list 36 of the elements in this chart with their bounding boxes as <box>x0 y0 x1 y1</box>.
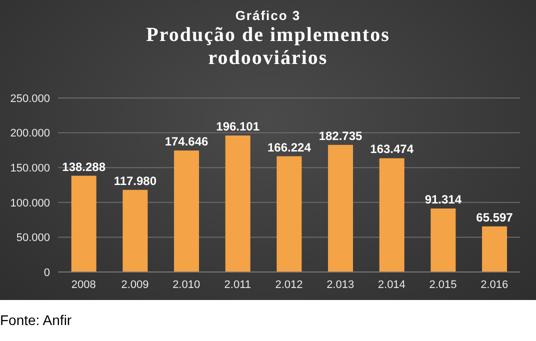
x-tick-label: 2008 <box>71 278 96 291</box>
y-tick-label: 250.000 <box>10 92 50 105</box>
x-tick-label: 2.016 <box>480 278 508 291</box>
bar <box>174 150 200 272</box>
chart-title: Produção de implementos rodooviários <box>145 24 391 70</box>
data-label: 117.980 <box>114 174 157 188</box>
y-tick-label: 0 <box>44 266 50 279</box>
bar <box>482 226 508 272</box>
x-tick-label: 2.014 <box>378 278 406 291</box>
chart-subtitle: Gráfico 3 <box>234 8 302 23</box>
bar <box>122 190 148 272</box>
data-label: 138.288 <box>62 160 106 174</box>
bar <box>379 158 404 272</box>
x-tick-label: 2.011 <box>224 278 252 291</box>
y-tick-label: 200.000 <box>10 128 50 140</box>
y-tick-label: 50.000 <box>16 232 50 244</box>
bar <box>276 156 302 272</box>
data-label: 182.735 <box>318 128 363 143</box>
data-label: 65.597 <box>476 210 514 224</box>
bar <box>328 144 354 272</box>
bar <box>71 176 96 272</box>
source-note: Fonte: Anfir <box>0 312 72 328</box>
data-label: 91.314 <box>424 192 462 206</box>
x-tick-label: 2.010 <box>172 278 200 291</box>
bar <box>430 208 456 272</box>
data-label: 163.474 <box>370 142 414 156</box>
x-tick-label: 2.009 <box>121 278 149 291</box>
x-tick-label: 2.015 <box>429 278 457 291</box>
bar <box>225 136 250 272</box>
y-tick-label: 150.000 <box>10 162 50 175</box>
data-label: 166.224 <box>267 140 312 154</box>
y-tick-label: 100.000 <box>10 197 50 210</box>
x-tick-label: 2.013 <box>326 278 354 291</box>
x-tick-label: 2.012 <box>275 278 303 291</box>
data-label: 174.646 <box>164 134 209 148</box>
data-label: 196.101 <box>216 120 260 134</box>
